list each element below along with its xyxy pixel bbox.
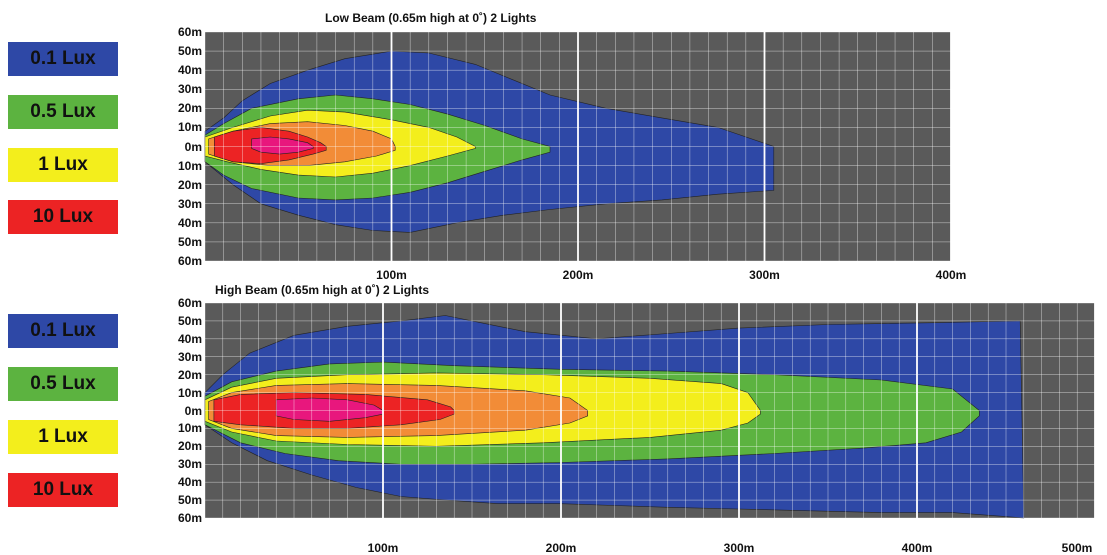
x-tick-label: 400m — [935, 268, 967, 282]
chart-1 — [204, 302, 1096, 519]
legend-top-0-1-lux: 0.1 Lux — [8, 42, 118, 76]
legend-label: 0.5 Lux — [30, 101, 96, 122]
y-tick-label: 20m — [177, 439, 202, 454]
legend-bottom-0-1-lux: 0.1 Lux — [8, 314, 118, 348]
y-tick-label: 30m — [177, 349, 202, 364]
legend-label: 0.5 Lux — [30, 373, 96, 394]
x-tick-label: 100m — [367, 541, 399, 555]
x-tick-label: 300m — [749, 268, 780, 282]
legend-label: 10 Lux — [32, 206, 94, 227]
grid — [204, 31, 952, 262]
legend-bottom-1-lux: 1 Lux — [8, 420, 118, 454]
y-tick-label: 50m — [177, 234, 202, 249]
y-tick-label: 10m — [177, 421, 202, 436]
high-beam-title: High Beam (0.65m high at 0˚) 2 Lights — [215, 283, 430, 297]
y-tick-label: 40m — [177, 63, 202, 78]
y-tick-label: 50m — [177, 44, 202, 59]
x-tick-label: 500m — [1061, 541, 1093, 555]
y-tick-label: 10m — [177, 158, 202, 173]
x-tick-label: 200m — [562, 268, 594, 282]
y-tick-label: 20m — [177, 101, 202, 116]
x-tick-label: 200m — [545, 541, 577, 555]
legend-bottom-0-5-lux: 0.5 Lux — [8, 367, 118, 401]
y-tick-label: 60m — [177, 511, 202, 525]
legend-label: 1 Lux — [38, 154, 88, 175]
y-tick-label: 30m — [177, 196, 202, 211]
legend-top-10-lux: 10 Lux — [8, 200, 118, 234]
low-beam-title: Low Beam (0.65m high at 0˚) 2 Lights — [325, 11, 537, 25]
legend-top-0-5-lux: 0.5 Lux — [8, 95, 118, 129]
legend-top-1-lux: 1 Lux — [8, 148, 118, 182]
y-tick-label: 60m — [177, 296, 202, 310]
y-tick-label: 20m — [177, 177, 202, 192]
x-tick-label: 400m — [901, 541, 933, 555]
y-tick-label: 50m — [177, 493, 202, 508]
legend-label: 10 Lux — [32, 479, 94, 500]
beam-region-band-5 — [251, 136, 314, 155]
y-tick-label: 40m — [177, 215, 202, 230]
y-tick-label: 30m — [177, 457, 202, 472]
legend-label: 0.1 Lux — [30, 320, 96, 341]
y-tick-label: 50m — [177, 313, 202, 328]
y-tick-label: 10m — [177, 385, 202, 400]
y-tick-label: 60m — [177, 25, 202, 39]
legend-label: 1 Lux — [38, 426, 88, 447]
y-tick-label: 60m — [177, 254, 202, 268]
y-tick-label: 20m — [177, 367, 202, 382]
y-tick-label: 10m — [177, 120, 202, 135]
y-tick-label: 40m — [177, 331, 202, 346]
y-tick-label: 30m — [177, 82, 202, 97]
y-tick-label: 0m — [184, 139, 202, 154]
x-tick-label: 100m — [376, 268, 407, 282]
y-tick-label: 40m — [177, 475, 202, 490]
y-tick-label: 0m — [184, 403, 202, 418]
legend-label: 0.1 Lux — [30, 48, 96, 69]
chart-0 — [204, 31, 952, 262]
grid — [204, 302, 1096, 519]
x-tick-label: 300m — [723, 541, 755, 555]
legend-bottom-10-lux: 10 Lux — [8, 473, 118, 507]
